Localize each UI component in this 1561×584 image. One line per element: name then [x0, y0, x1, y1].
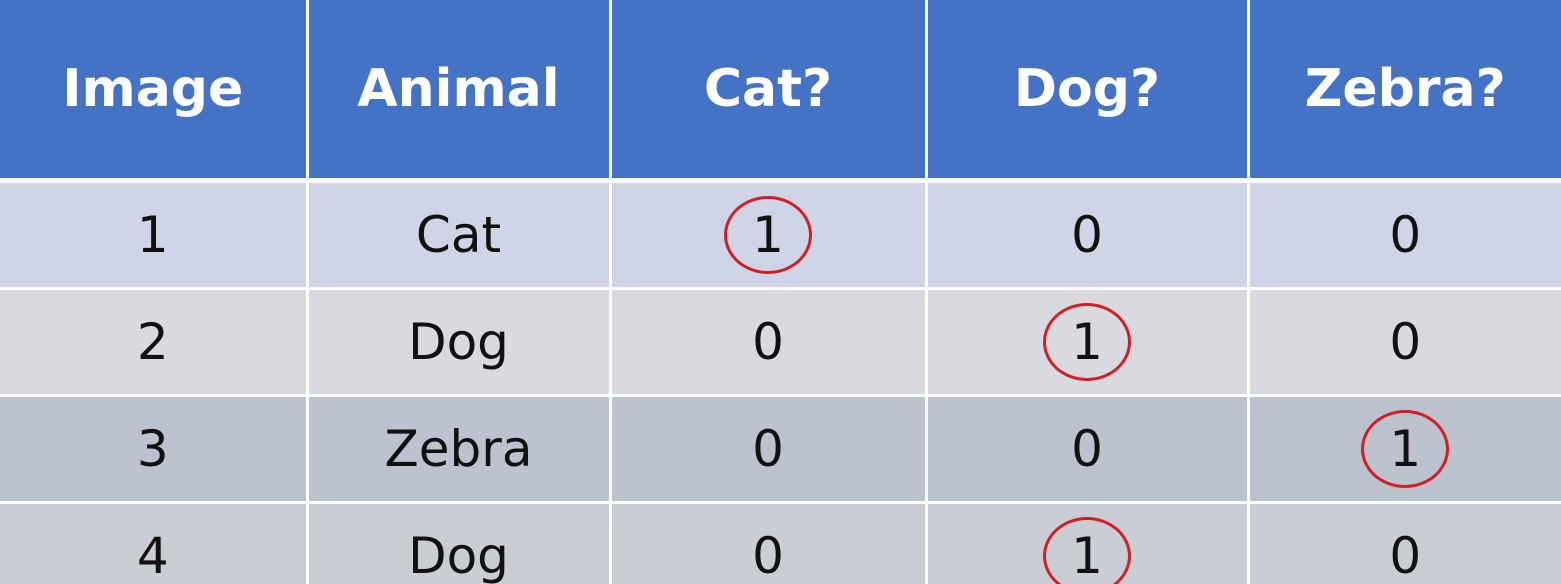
cell-value: 0 — [1071, 206, 1103, 264]
cell-dog: 1 — [926, 288, 1250, 397]
cell-value: Zebra — [384, 420, 533, 478]
header-row: Image Animal Cat? Dog? Zebra? — [0, 0, 1561, 183]
cell-dog: 0 — [926, 395, 1250, 504]
cell-value: 0 — [752, 527, 784, 584]
cell-value: 0 — [1389, 313, 1422, 371]
table-row: 3 Zebra 0 0 1 — [0, 395, 1561, 504]
cell-zebra: 1 — [1248, 395, 1561, 504]
header-image: Image — [0, 0, 309, 183]
header-animal: Animal — [307, 0, 612, 183]
cell-value: Dog — [408, 313, 509, 371]
circled-value: 1 — [752, 206, 784, 264]
cell-zebra: 0 — [1248, 502, 1561, 584]
header-cat: Cat? — [610, 0, 928, 183]
cell-animal: Zebra — [307, 395, 612, 504]
cell-value: 2 — [136, 313, 169, 371]
cell-value: 0 — [752, 420, 784, 478]
cell-value: 3 — [136, 420, 169, 478]
cell-value: 4 — [136, 527, 169, 584]
table-row: 4 Dog 0 1 0 — [0, 502, 1561, 584]
cell-cat: 0 — [610, 288, 928, 397]
cell-animal: Dog — [307, 288, 612, 397]
cell-value: 1 — [136, 206, 169, 264]
circled-value: 1 — [1071, 313, 1103, 371]
cell-animal: Cat — [307, 180, 612, 290]
cell-image: 4 — [0, 502, 309, 584]
cell-value: 0 — [752, 313, 784, 371]
cell-value: 0 — [1389, 527, 1422, 584]
circled-value: 1 — [1071, 527, 1103, 584]
cell-value: 0 — [1389, 206, 1422, 264]
cell-image: 3 — [0, 395, 309, 504]
cell-dog: 1 — [926, 502, 1250, 584]
cell-value: Dog — [408, 527, 509, 584]
cell-value: Cat — [415, 206, 502, 264]
cell-dog: 0 — [926, 180, 1250, 290]
circled-value: 1 — [1389, 420, 1422, 478]
cell-cat: 0 — [610, 502, 928, 584]
cell-cat: 0 — [610, 395, 928, 504]
table-row: 1 Cat 1 0 0 — [0, 180, 1561, 290]
cell-image: 2 — [0, 288, 309, 397]
cell-value: 0 — [1071, 420, 1103, 478]
header-dog: Dog? — [926, 0, 1250, 183]
cell-zebra: 0 — [1248, 180, 1561, 290]
cell-cat: 1 — [610, 180, 928, 290]
header-zebra: Zebra? — [1248, 0, 1561, 183]
cell-zebra: 0 — [1248, 288, 1561, 397]
cell-image: 1 — [0, 180, 309, 290]
table-row: 2 Dog 0 1 0 — [0, 288, 1561, 397]
cell-animal: Dog — [307, 502, 612, 584]
